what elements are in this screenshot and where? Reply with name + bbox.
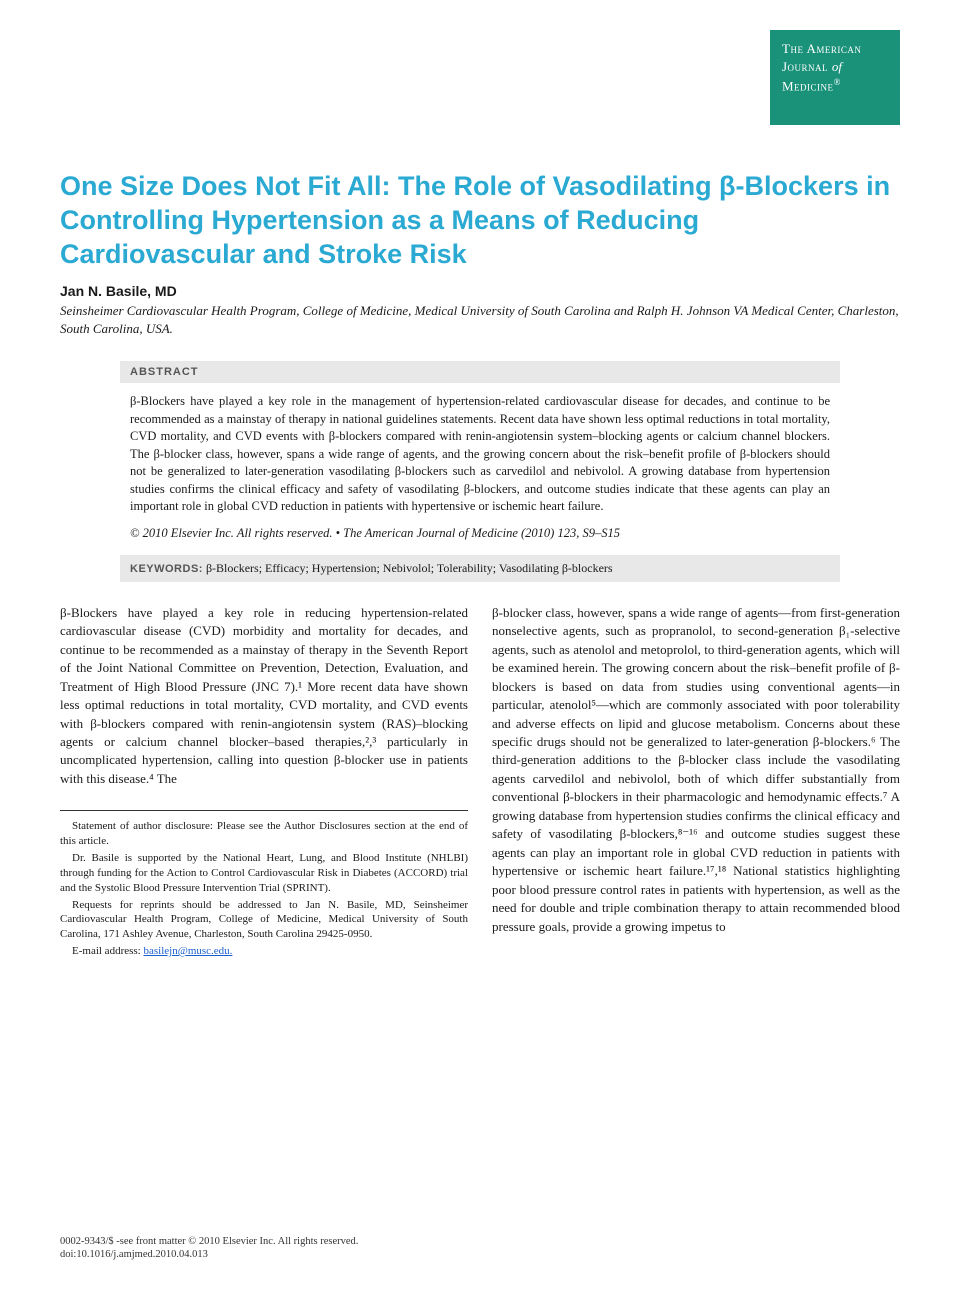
author-name: Jan N. Basile, MD — [60, 283, 900, 299]
footnote-divider — [60, 810, 468, 811]
email-link[interactable]: basilejn@musc.edu. — [143, 945, 232, 957]
abstract-citation: © 2010 Elsevier Inc. All rights reserved… — [120, 526, 840, 547]
abstract-header: ABSTRACT — [120, 361, 840, 383]
abstract-box: ABSTRACT β-Blockers have played a key ro… — [120, 361, 840, 547]
journal-line1: The American — [782, 40, 888, 58]
journal-line3: Medicine® — [782, 76, 888, 96]
footer-doi: doi:10.1016/j.amjmed.2010.04.013 — [60, 1248, 358, 1262]
footer-line1: 0002-9343/$ -see front matter © 2010 Els… — [60, 1235, 358, 1249]
author-affiliation: Seinsheimer Cardiovascular Health Progra… — [60, 302, 900, 337]
page-footer: 0002-9343/$ -see front matter © 2010 Els… — [60, 1235, 358, 1262]
body-columns: β-Blockers have played a key role in red… — [60, 604, 900, 961]
keywords-label: KEYWORDS: — [130, 563, 203, 575]
right-column: β-blocker class, however, spans a wide r… — [492, 604, 900, 961]
body-text-right: β-blocker class, however, spans a wide r… — [492, 604, 900, 936]
journal-line2: Journal of — [782, 58, 888, 76]
keywords-text: β-Blockers; Efficacy; Hypertension; Nebi… — [206, 561, 613, 575]
article-title: One Size Does Not Fit All: The Role of V… — [60, 170, 900, 271]
footnote-funding: Dr. Basile is supported by the National … — [60, 851, 468, 896]
abstract-body: β-Blockers have played a key role in the… — [120, 383, 840, 526]
footnote-reprints: Requests for reprints should be addresse… — [60, 898, 468, 943]
journal-badge: The American Journal of Medicine® — [770, 30, 900, 125]
body-text-left: β-Blockers have played a key role in red… — [60, 604, 468, 789]
keywords-box: KEYWORDS: β-Blockers; Efficacy; Hyperten… — [120, 555, 840, 582]
footnote-email: E-mail address: basilejn@musc.edu. — [60, 944, 468, 959]
footnote-disclosure: Statement of author disclosure: Please s… — [60, 819, 468, 849]
footnotes: Statement of author disclosure: Please s… — [60, 819, 468, 959]
left-column: β-Blockers have played a key role in red… — [60, 604, 468, 961]
